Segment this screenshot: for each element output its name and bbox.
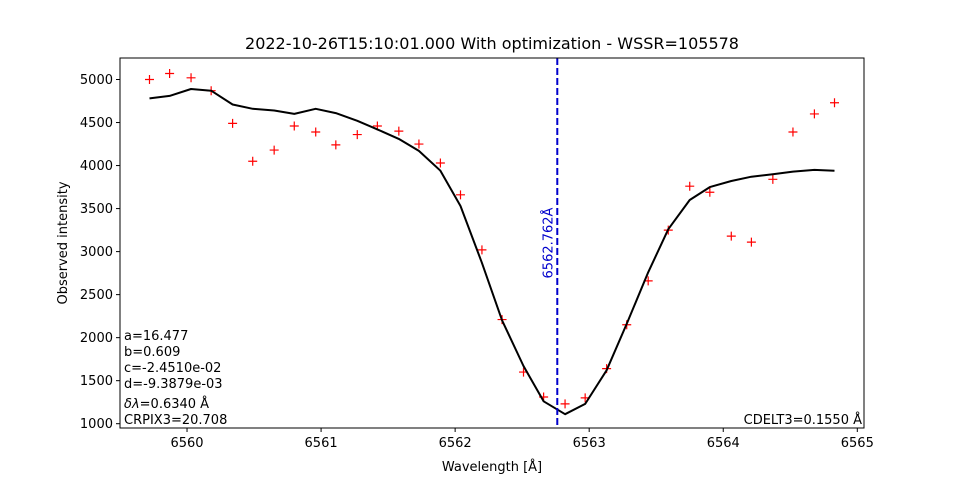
observed-point: [228, 118, 238, 128]
line-center-label: 6562.762Å: [540, 207, 556, 278]
observed-point: [352, 130, 362, 140]
observed-point: [830, 98, 840, 108]
observed-point: [165, 68, 175, 78]
observed-point: [186, 73, 196, 83]
plot-frame: [119, 57, 865, 429]
param-b: b=0.609: [124, 345, 180, 360]
param-cdelt: CDELT3=0.1550 Å: [744, 412, 862, 428]
observed-point: [560, 399, 570, 409]
y-tick-label: 4500: [80, 116, 113, 131]
observed-point: [768, 174, 778, 184]
dlambda-value: =0.6340 Å: [140, 396, 210, 412]
x-tick-label: 6565: [841, 436, 874, 451]
observed-point: [705, 187, 715, 197]
y-tick-label: 3500: [80, 202, 113, 217]
param-c: c=-2.4510e-02: [124, 361, 221, 376]
observed-point: [435, 158, 445, 168]
x-tick-label: 6562: [439, 436, 472, 451]
x-axis-label: Wavelength [Å]: [442, 459, 542, 475]
dlambda-symbol: δλ: [124, 397, 140, 412]
y-tick-label: 2000: [80, 331, 113, 346]
param-a: a=16.477: [124, 329, 188, 344]
param-crpix: CRPIX3=20.708: [124, 413, 227, 428]
observed-point: [726, 231, 736, 241]
observed-point: [269, 145, 279, 155]
x-tick-label: 6564: [707, 436, 740, 451]
observed-point: [477, 245, 487, 255]
y-tick-label: 1000: [80, 417, 113, 432]
observed-point: [289, 121, 299, 131]
observed-point: [685, 181, 695, 191]
observed-point: [455, 190, 465, 200]
x-tick-label: 6560: [170, 436, 203, 451]
fit-line: [149, 88, 835, 416]
observed-point: [788, 127, 798, 137]
observed-point: [248, 156, 258, 166]
observed-point: [144, 75, 154, 85]
param-dlambda: δλ=0.6340 Å: [124, 396, 209, 412]
observed-point: [311, 127, 321, 137]
y-tick-label: 3000: [80, 245, 113, 260]
y-tick-label: 4000: [80, 159, 113, 174]
chart-title: 2022-10-26T15:10:01.000 With optimizatio…: [245, 34, 739, 53]
observed-point: [394, 126, 404, 136]
observed-point: [331, 140, 341, 150]
x-tick-label: 6563: [573, 436, 606, 451]
y-tick-label: 1500: [80, 374, 113, 389]
x-tick-label: 6561: [305, 436, 338, 451]
observed-point: [414, 139, 424, 149]
y-tick-label: 5000: [80, 73, 113, 88]
observed-point: [746, 237, 756, 247]
fit-parameters: a=16.477 b=0.609 c=-2.4510e-02 d=-9.3879…: [124, 329, 227, 428]
param-d: d=-9.3879e-03: [124, 377, 223, 392]
y-tick-label: 2500: [80, 288, 113, 303]
observed-point: [809, 109, 819, 119]
y-axis-label: Observed intensity: [56, 181, 71, 304]
